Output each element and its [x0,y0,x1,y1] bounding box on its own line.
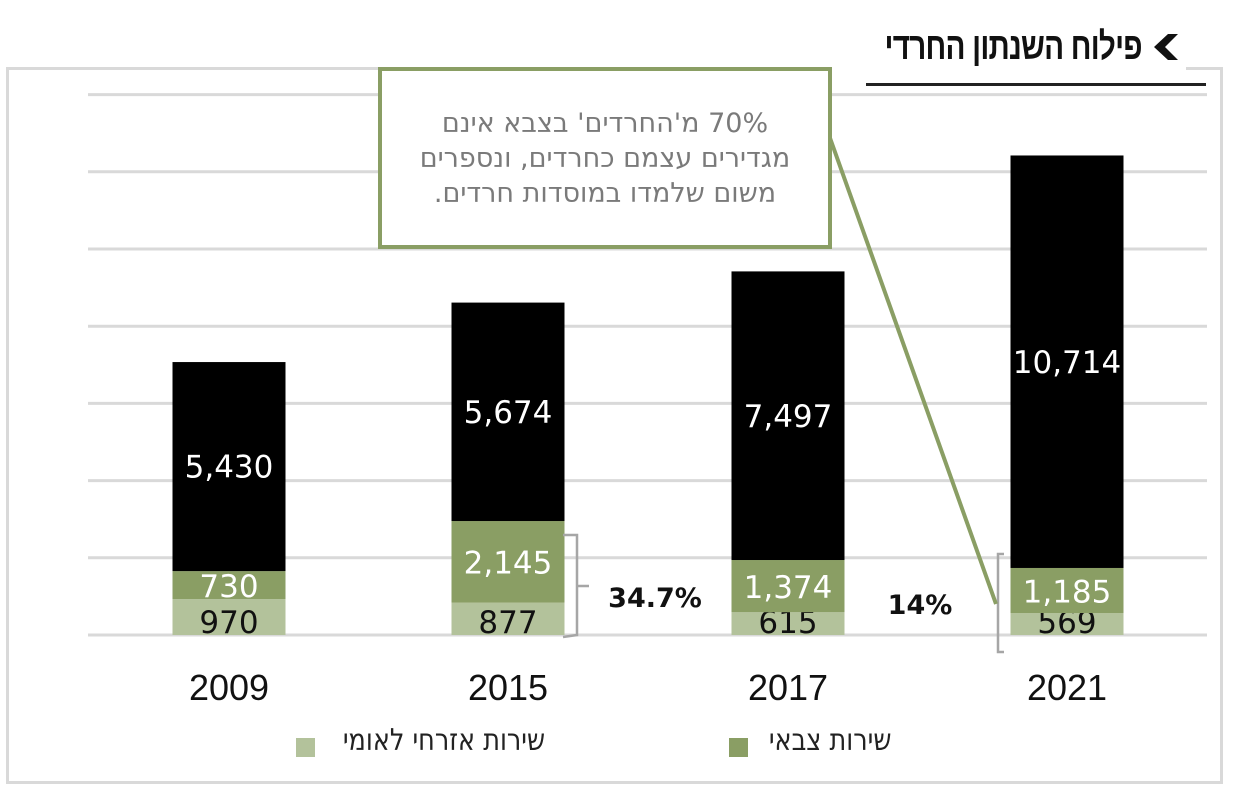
bar-segment [451,521,565,603]
x-tick-label: 2017 [748,667,828,708]
bar-segment [172,362,286,572]
bar-segment [731,612,845,635]
annotation-label: 14% [888,590,953,621]
callout-box: 70% מ'החרדים' בצבא אינם מגדירים עצמם כחר… [378,67,832,249]
legend-swatch [296,737,315,757]
chart-header: פילוח השנתון החרדי [806,24,1186,70]
data-label: 5,674 [464,395,553,431]
bar-segment [731,560,845,613]
x-tick-label: 2015 [468,667,548,708]
legend-item-civil-service: שירות אזרחי לאומי [296,718,563,762]
bar-segment [1010,613,1124,635]
legend-item-military-service: שירות צבאי [729,718,902,762]
data-label: 1,374 [744,570,833,606]
data-label: 7,497 [744,399,833,435]
bar-segment [451,302,565,522]
annotation-label: 34.7% [608,583,702,614]
chevron-left-icon [1154,34,1178,60]
legend-label: שירות צבאי [768,722,892,758]
legend-swatch [729,737,748,757]
callout-text: 70% מ'החרדים' בצבא אינם מגדירים עצמם כחר… [419,107,791,209]
legend-label: שירות אזרחי לאומי [342,722,546,758]
bar-segment [1010,567,1124,613]
data-label: 2,145 [464,546,553,582]
bar-segment [451,602,565,635]
data-label: 730 [199,569,258,605]
bracket [562,533,589,639]
data-label: 10,714 [1013,345,1121,381]
bracket [996,552,1004,654]
data-label: 877 [478,605,537,641]
data-label: 970 [199,605,258,641]
header-underline [866,83,1206,86]
bar-segment [1010,155,1124,568]
bar-segment [172,599,286,635]
x-tick-label: 2021 [1027,667,1107,708]
chart-title: פילוח השנתון החרדי [884,25,1143,68]
x-tick-label: 2009 [189,667,269,708]
bar-segment [731,271,845,561]
data-label: 5,430 [185,450,274,486]
bar-segment [172,571,286,600]
data-label: 1,185 [1023,574,1112,610]
callout-pointer [828,137,998,605]
